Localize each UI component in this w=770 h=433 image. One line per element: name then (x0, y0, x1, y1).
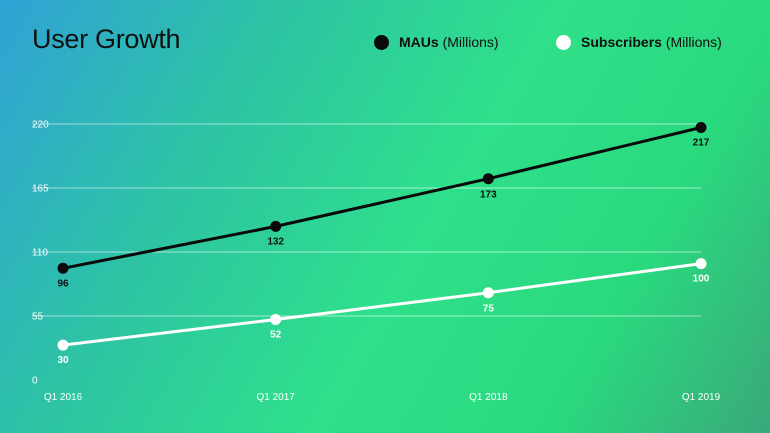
data-point (270, 313, 282, 325)
data-label: 173 (480, 190, 497, 201)
data-point (482, 287, 494, 299)
data-point (482, 173, 494, 185)
legend-item-maus: MAUs (Millions) (374, 34, 499, 50)
y-tick-label: 0 (32, 376, 38, 387)
series-line-maus (62, 126, 702, 270)
legend-label-maus: MAUs (399, 34, 439, 50)
y-tick-label: 165 (32, 184, 49, 195)
data-label: 100 (693, 274, 710, 285)
legend-unit-maus: (Millions) (442, 34, 499, 50)
data-label: 52 (270, 329, 282, 340)
x-tick-label: Q1 2016 (44, 392, 83, 403)
legend-dot-subscribers (556, 34, 571, 50)
y-tick-label: 220 (32, 120, 49, 131)
legend-dot-maus (374, 34, 389, 50)
data-label: 75 (483, 304, 495, 315)
data-point (57, 262, 69, 274)
x-tick-label: Q1 2018 (469, 392, 508, 403)
data-point (57, 339, 69, 351)
y-tick-label: 55 (32, 312, 44, 323)
data-point (270, 220, 282, 232)
x-tick-label: Q1 2019 (682, 392, 721, 403)
y-tick-label: 110 (32, 248, 48, 259)
data-label: 30 (57, 355, 69, 366)
x-tick-label: Q1 2017 (256, 392, 295, 403)
series-line-subscribers (62, 262, 702, 347)
legend-label-subscribers: Subscribers (581, 34, 662, 50)
data-label: 132 (267, 236, 284, 247)
data-point (695, 121, 707, 133)
data-point (695, 258, 707, 270)
legend-unit-subscribers: (Millions) (665, 34, 722, 50)
data-label: 217 (693, 137, 710, 148)
chart-title: User Growth (32, 24, 181, 54)
data-label: 96 (57, 278, 69, 289)
legend-item-subscribers: Subscribers (Millions) (556, 34, 722, 50)
